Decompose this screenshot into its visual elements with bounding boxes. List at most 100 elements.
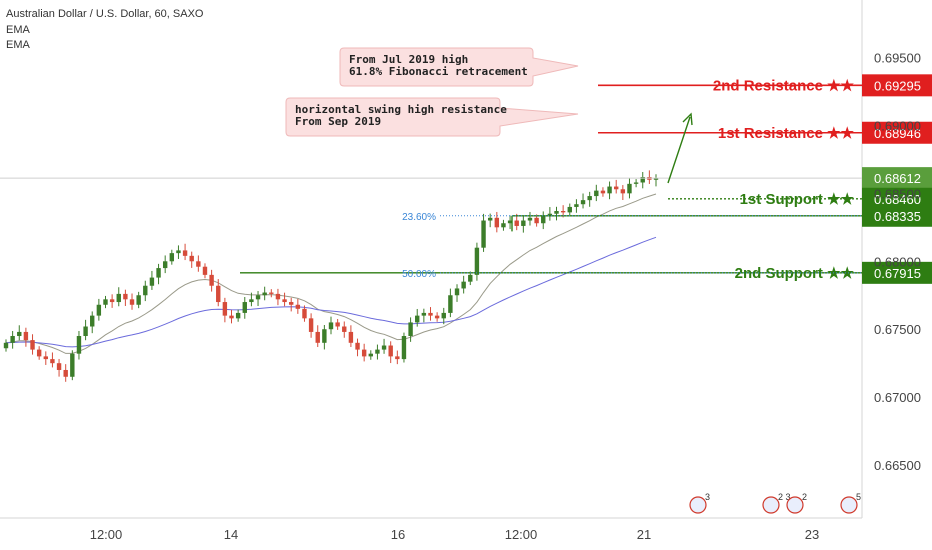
y-tick-label: 0.68000 [874, 254, 921, 269]
x-tick-label: 14 [224, 527, 238, 542]
candle-body [428, 312, 433, 316]
candle-body [302, 308, 307, 319]
candle-body [308, 318, 314, 332]
candle-body [627, 183, 632, 194]
candle-body [481, 220, 486, 248]
candle-body [116, 293, 121, 303]
event-flag-icon[interactable] [689, 496, 707, 514]
candle-body [262, 292, 267, 296]
candle-body [355, 342, 360, 350]
candle-body [574, 204, 579, 207]
candle-body [607, 186, 612, 194]
fib-label: 50.00% [402, 269, 436, 280]
candle-body [335, 322, 340, 327]
candle-body [554, 211, 559, 214]
candle-body [182, 250, 188, 256]
indicator-ema-2[interactable]: EMA [6, 39, 30, 51]
event-badge-count: 2 [802, 492, 807, 502]
candle-body [534, 217, 539, 224]
candle-body [342, 326, 347, 332]
candle-body [348, 331, 354, 343]
candle-body [189, 255, 194, 262]
candle-body [653, 178, 659, 180]
candle-body [289, 302, 294, 305]
candle-body [494, 217, 500, 228]
level-price-tag [862, 261, 932, 284]
candle-body [83, 326, 88, 337]
candle-body [17, 331, 22, 337]
level-price-tag [862, 187, 932, 210]
candle-body [454, 288, 460, 296]
level-price-tag [862, 74, 932, 97]
annotation-callout[interactable] [339, 47, 579, 87]
ema-layer [5, 193, 657, 354]
candle-body [169, 253, 175, 262]
y-tick-label: 0.68500 [874, 186, 921, 201]
candle-body [507, 220, 513, 224]
candle-body [249, 299, 254, 303]
level-price-label: 0.69295 [874, 78, 921, 93]
levels-layer: 0.68612 0.69295 2nd Resistance ★★ 0.68946 1s… [0, 74, 932, 284]
candle-body [560, 211, 566, 213]
annotation-callout[interactable] [285, 97, 579, 137]
candle-body [322, 329, 327, 343]
candle-body [10, 336, 15, 343]
candle-body [521, 220, 526, 226]
candle-body [255, 295, 261, 300]
event-flag-icon[interactable] [762, 496, 780, 514]
projection-arrow [667, 116, 691, 184]
candle-body [242, 302, 247, 313]
candle-body [269, 292, 274, 294]
y-tick-label: 0.69500 [874, 50, 921, 65]
candle-body [282, 299, 287, 303]
event-flag-icon[interactable] [840, 496, 858, 514]
candle-body [70, 353, 75, 377]
annotation-text: 61.8% Fibonacci retracement [349, 65, 528, 78]
y-tick-label: 0.67500 [874, 322, 921, 337]
candle-body [527, 217, 533, 221]
candle-body [23, 331, 29, 341]
candle-body [620, 189, 626, 194]
candle-body [149, 277, 155, 286]
candle-body [76, 336, 82, 354]
candle-body [109, 299, 115, 303]
last-price-tag [862, 167, 932, 190]
candle-body [56, 363, 62, 370]
level-price-tag [862, 121, 932, 144]
ema-slow-line [5, 236, 657, 348]
candle-body [361, 349, 367, 357]
x-tick-label: 23 [805, 527, 819, 542]
indicator-ema-1[interactable]: EMA [6, 24, 30, 36]
x-tick-label: 21 [637, 527, 651, 542]
candle-body [156, 268, 161, 278]
y-tick-label: 0.69000 [874, 118, 921, 133]
event-flag-icon[interactable] [786, 496, 804, 514]
level-price-tag [862, 204, 932, 227]
candle-body [600, 190, 606, 194]
candle-body [401, 336, 407, 360]
level-label: 1st Resistance ★★ [718, 125, 855, 142]
candle-body [640, 177, 645, 183]
candle-body [633, 182, 639, 184]
candle-body [229, 315, 234, 319]
candle-body [315, 331, 320, 343]
candle-body [421, 312, 427, 316]
y-tick-label: 0.66500 [874, 458, 921, 473]
candle-body [434, 315, 440, 319]
annotation-text: horizontal swing high resistance [295, 103, 507, 116]
candle-body [202, 266, 208, 275]
candles-layer [3, 170, 659, 382]
candle-body [594, 190, 599, 197]
candle-body [501, 223, 506, 228]
candle-body [222, 302, 228, 316]
candle-body [90, 315, 95, 327]
symbol-title[interactable]: Australian Dollar / U.S. Dollar, 60, SAX… [6, 8, 204, 20]
level-price-label: 0.68335 [874, 209, 921, 224]
candle-body [381, 345, 387, 350]
candle-body [415, 315, 420, 323]
annotation-text: From Jul 2019 high [349, 53, 468, 66]
candle-body [408, 322, 413, 337]
